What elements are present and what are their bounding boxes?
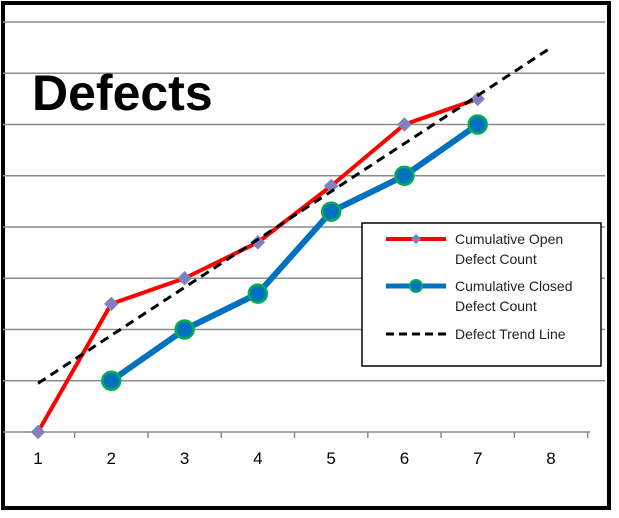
data-point: [467, 114, 488, 135]
data-point: [30, 424, 46, 440]
data-point: [247, 283, 269, 304]
trend-line: [37, 46, 552, 385]
data-point: [320, 201, 342, 222]
data-point: [470, 91, 485, 107]
series-layer: [30, 46, 552, 440]
x-tick-label: 6: [400, 449, 409, 468]
x-tick-label: 2: [107, 449, 116, 468]
x-tick-label: 4: [253, 449, 262, 468]
legend-marker: [409, 279, 423, 293]
x-tick-label: 1: [33, 449, 42, 468]
legend-entry: Cumulative Open Defect Count: [386, 231, 563, 267]
data-point: [397, 117, 412, 132]
legend-marker: [411, 234, 421, 244]
legend: Cumulative Open Defect Count Cumulative Cl…: [361, 222, 602, 367]
x-tick-label: 5: [326, 449, 335, 468]
series-2: [37, 46, 552, 385]
chart-title: Defects: [32, 65, 213, 121]
data-point: [394, 165, 415, 186]
x-axis: 1 2 3 4 5 6 7 8: [3, 431, 590, 468]
legend-box: [361, 222, 602, 367]
series-1: [101, 114, 488, 391]
data-point: [250, 235, 266, 250]
x-tick-label: 8: [546, 449, 555, 468]
legend-entry: Cumulative Closed Defect Count: [386, 278, 573, 314]
x-tick-label: 7: [473, 449, 482, 468]
data-point: [177, 271, 192, 286]
legend-entry: Defect Trend Line: [386, 326, 566, 342]
series-line: [109, 122, 480, 384]
x-tick-label: 3: [180, 449, 189, 468]
data-point: [104, 296, 119, 312]
legend-label: Defect Trend Line: [455, 326, 566, 342]
data-point: [174, 319, 195, 340]
data-point: [101, 370, 122, 391]
legend-label: Cumulative Closed Defect Count: [455, 278, 573, 314]
legend-label: Cumulative Open Defect Count: [455, 231, 563, 267]
